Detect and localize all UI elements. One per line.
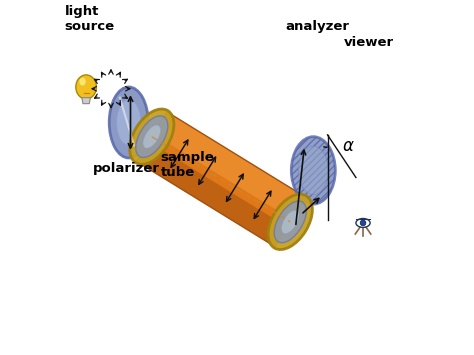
Text: viewer: viewer [344, 36, 393, 49]
Polygon shape [137, 142, 287, 247]
Ellipse shape [282, 210, 299, 234]
Ellipse shape [292, 137, 335, 204]
Text: analyzer: analyzer [285, 20, 349, 33]
Ellipse shape [76, 75, 96, 99]
Ellipse shape [268, 194, 312, 250]
Ellipse shape [79, 78, 86, 86]
Ellipse shape [274, 201, 306, 243]
Ellipse shape [130, 109, 174, 164]
Text: sample
tube: sample tube [161, 151, 214, 179]
Polygon shape [137, 112, 306, 247]
Ellipse shape [136, 116, 168, 158]
Ellipse shape [116, 99, 141, 146]
Ellipse shape [109, 87, 148, 158]
Ellipse shape [356, 218, 370, 227]
Polygon shape [153, 112, 306, 219]
Polygon shape [82, 98, 91, 104]
Text: α: α [342, 137, 354, 155]
Text: light
source: light source [65, 5, 115, 33]
Text: polarizer: polarizer [93, 162, 160, 175]
Ellipse shape [299, 146, 328, 195]
Ellipse shape [143, 125, 161, 148]
Ellipse shape [360, 220, 366, 226]
